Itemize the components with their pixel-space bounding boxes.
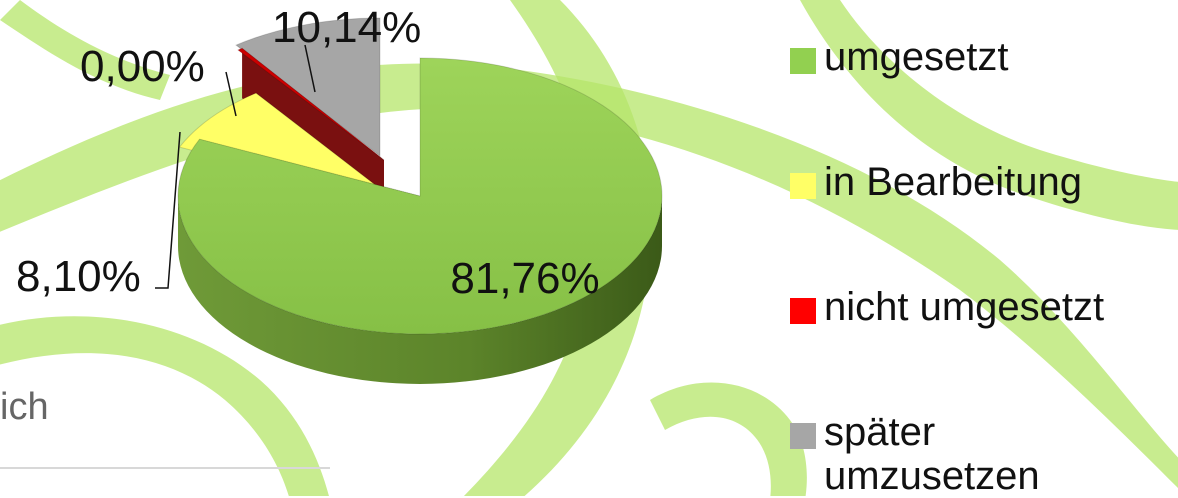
leader-line-in-bearbeitung (155, 131, 181, 289)
legend-label-spaeter-umzusetzen: später umzusetzen (824, 410, 1040, 498)
legend-item-nicht-umgesetzt: nicht umgesetzt (790, 285, 1104, 329)
data-label-umgesetzt: 81,76% (450, 254, 599, 303)
legend-swatch-in-bearbeitung (790, 173, 816, 199)
background-swirl-4 (0, 316, 329, 496)
pie-slice-top-umgesetzt (177, 57, 663, 335)
data-labels: 81,76% 8,10% 0,00% 10,14% (16, 3, 600, 303)
leader-line-spaeter-umzusetzen (304, 44, 316, 93)
data-label-spaeter-umzusetzen: 10,14% (272, 3, 421, 52)
legend-label-nicht-umgesetzt: nicht umgesetzt (824, 285, 1105, 329)
pie-slice-side-umgesetzt (178, 196, 662, 384)
leader-line-nicht-umgesetzt (225, 71, 237, 117)
legend-item-in-bearbeitung: in Bearbeitung (790, 160, 1082, 204)
data-label-in-bearbeitung: 8,10% (16, 252, 141, 301)
data-label-nicht-umgesetzt: 0,00% (80, 42, 205, 91)
legend-swatch-spaeter-umzusetzen (790, 423, 816, 449)
background-swirl-5 (650, 382, 807, 496)
legend-swatch-nicht-umgesetzt (790, 298, 816, 324)
pie-slice-spaeter-umzusetzen (235, 17, 381, 158)
legend-label-umgesetzt: umgesetzt (824, 35, 1009, 79)
background-swirl-3 (800, 0, 1178, 230)
pie-slice-umgesetzt (177, 57, 663, 384)
legend-item-spaeter-umzusetzen: später umzusetzen (790, 410, 1040, 498)
background-swirl-6 (0, 0, 170, 100)
pie-slice-top-spaeter-umzusetzen (235, 17, 381, 158)
pie-chart (177, 17, 663, 384)
legend-label-in-bearbeitung: in Bearbeitung (824, 160, 1082, 204)
legend-item-umgesetzt: umgesetzt (790, 35, 1009, 79)
background-swirl-1 (0, 63, 1178, 489)
pie-slice-top-in-bearbeitung (178, 92, 401, 205)
background-text-fragment: ich (0, 386, 49, 428)
background-divider (0, 467, 330, 469)
legend-swatch-umgesetzt (790, 48, 816, 74)
pie-slice-top-nicht-umgesetzt (237, 47, 385, 161)
